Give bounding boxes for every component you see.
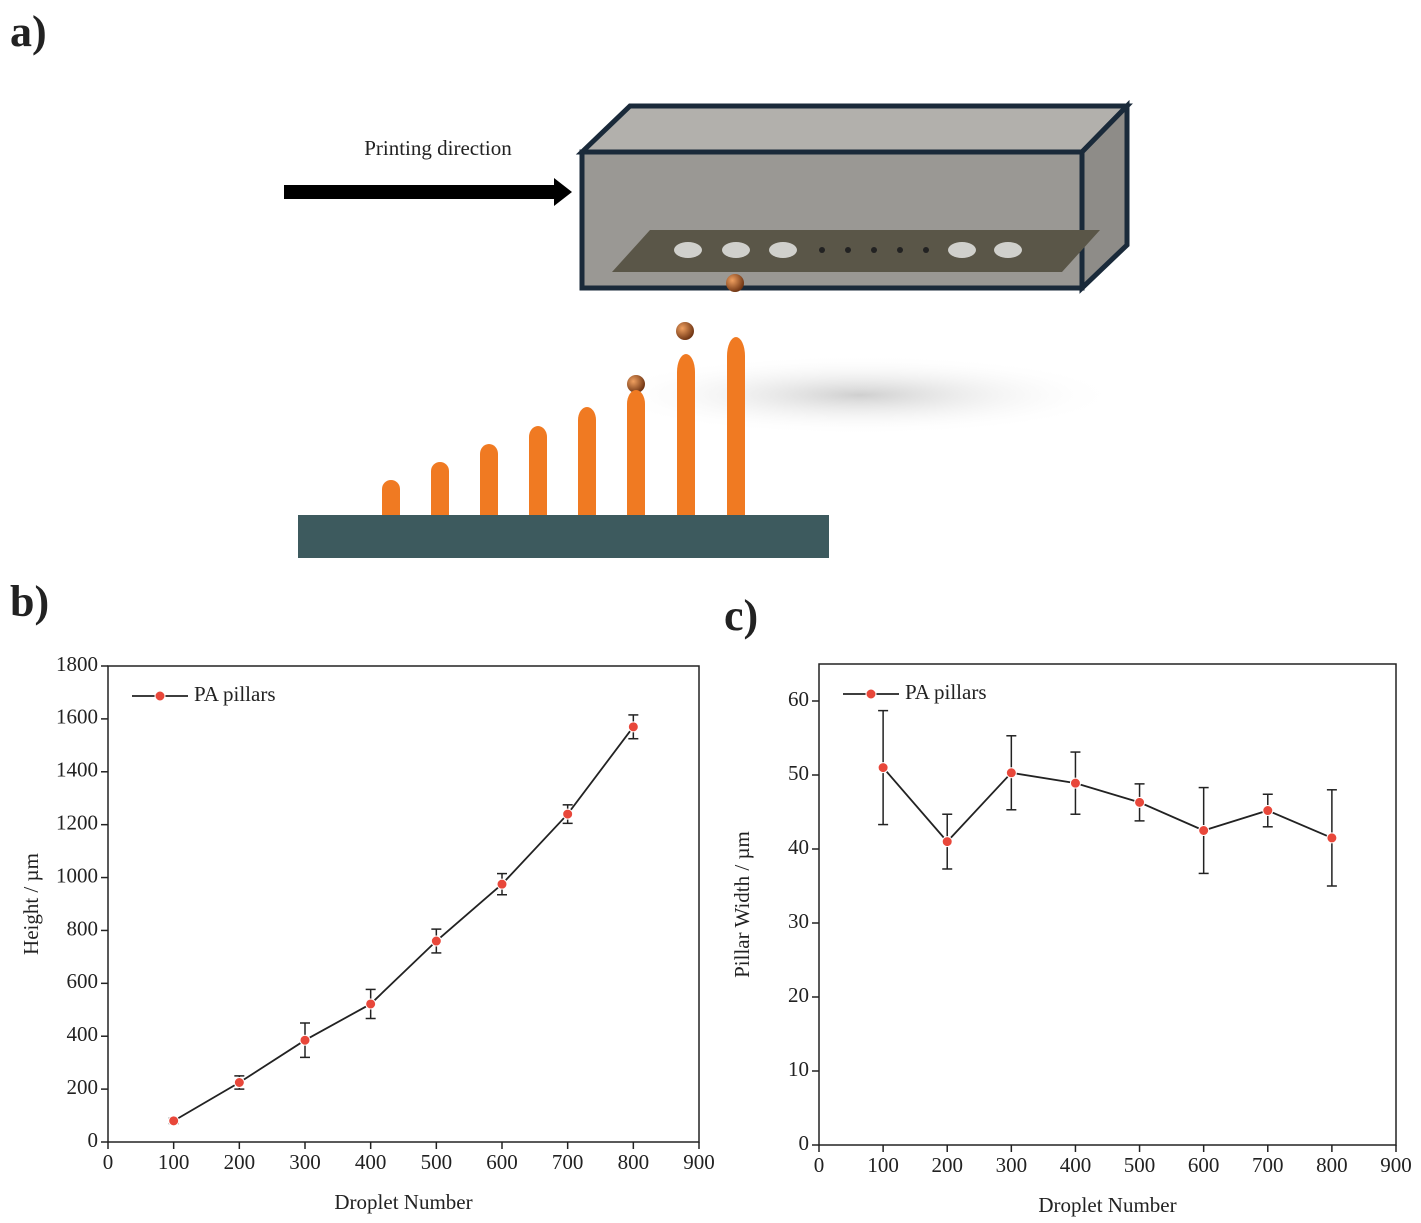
droplet	[726, 274, 744, 292]
x-tick-label: 900	[683, 1150, 715, 1174]
y-tick-label: 1600	[56, 705, 98, 729]
x-tick-label: 200	[931, 1153, 963, 1177]
y-tick-label: 1200	[56, 810, 98, 834]
y-axis-label: Pillar Width / µm	[730, 831, 754, 978]
substrate	[298, 515, 829, 558]
nozzle-dots	[819, 247, 929, 253]
y-axis-label: Height / µm	[19, 853, 43, 955]
y-tick-label: 200	[67, 1075, 99, 1099]
x-tick-label: 100	[867, 1153, 899, 1177]
x-tick-label: 300	[289, 1150, 321, 1174]
panel-label: c)	[724, 591, 758, 640]
y-tick-label: 20	[788, 983, 809, 1007]
data-point	[430, 935, 442, 947]
arrow-head	[554, 178, 572, 206]
data-point	[627, 721, 639, 733]
box-top	[575, 103, 1133, 155]
y-tick-label: 0	[88, 1128, 99, 1152]
nozzle-plate	[612, 230, 1100, 272]
data-point	[1005, 767, 1017, 779]
plot-frame	[818, 663, 1397, 1146]
data-point	[233, 1077, 245, 1088]
data-point	[496, 878, 508, 890]
arrow-label: Printing direction	[364, 136, 512, 160]
data-point	[877, 762, 889, 774]
x-tick-label: 200	[224, 1150, 256, 1174]
y-tick-label: 600	[67, 969, 99, 993]
y-tick-label: 10	[788, 1057, 809, 1081]
legend-marker	[865, 688, 877, 700]
x-tick-label: 300	[996, 1153, 1028, 1177]
data-point	[941, 836, 953, 848]
y-tick-label: 1000	[56, 863, 98, 887]
pillars	[382, 337, 745, 516]
x-axis-label: Droplet Number	[1038, 1193, 1176, 1217]
droplet	[676, 322, 694, 340]
plot-frame	[107, 665, 700, 1143]
data-point	[1198, 825, 1210, 836]
x-tick-label: 500	[1124, 1153, 1156, 1177]
x-tick-label: 100	[158, 1150, 190, 1174]
series-line	[882, 767, 1333, 843]
data-point	[1262, 805, 1274, 817]
y-tick-label: 50	[788, 761, 809, 785]
printing-diagram: Printing direction	[284, 99, 1133, 558]
data-point	[365, 998, 377, 1010]
arrow	[284, 185, 556, 199]
x-tick-label: 0	[814, 1153, 825, 1177]
data-point	[1069, 777, 1081, 789]
x-tick-label: 600	[486, 1150, 518, 1174]
y-tick-label: 800	[67, 916, 99, 940]
data-point	[1134, 796, 1146, 808]
x-tick-label: 900	[1380, 1153, 1412, 1177]
x-tick-label: 800	[618, 1150, 650, 1174]
x-tick-label: 800	[1316, 1153, 1348, 1177]
x-axis-label: Droplet Number	[334, 1190, 472, 1214]
data-point	[1326, 832, 1338, 844]
nozzles	[674, 242, 1022, 258]
legend-marker	[154, 690, 166, 702]
y-tick-label: 400	[67, 1022, 99, 1046]
x-tick-label: 700	[552, 1150, 584, 1174]
y-tick-label: 40	[788, 835, 809, 859]
y-tick-label: 1400	[56, 758, 98, 782]
droplet	[627, 375, 645, 393]
y-tick-label: 30	[788, 909, 809, 933]
data-point	[168, 1115, 180, 1127]
legend-label: PA pillars	[194, 682, 276, 706]
series-line	[173, 726, 635, 1122]
data-point	[299, 1034, 311, 1046]
legend-label: PA pillars	[905, 680, 987, 704]
x-tick-label: 0	[103, 1150, 114, 1174]
y-tick-label: 1800	[56, 652, 98, 676]
x-tick-label: 400	[1060, 1153, 1092, 1177]
x-tick-label: 500	[421, 1150, 453, 1174]
y-tick-label: 0	[799, 1131, 810, 1155]
x-tick-label: 600	[1188, 1153, 1220, 1177]
x-tick-label: 700	[1252, 1153, 1284, 1177]
y-tick-label: 60	[788, 687, 809, 711]
data-point	[562, 808, 574, 820]
panel-label: b)	[10, 577, 49, 626]
panel-label: a)	[10, 7, 47, 56]
x-tick-label: 400	[355, 1150, 387, 1174]
